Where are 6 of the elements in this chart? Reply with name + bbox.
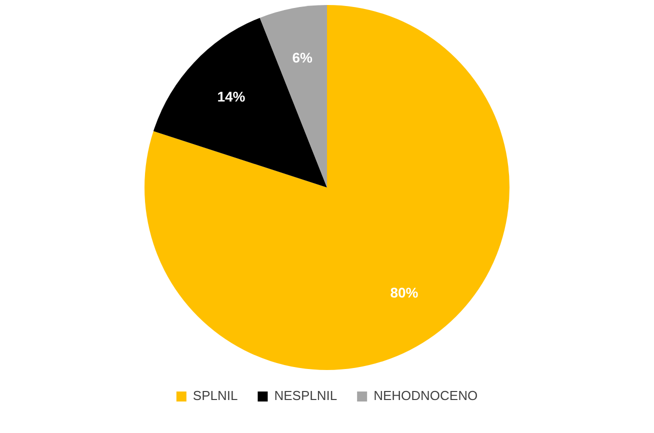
data-label: 6% (292, 49, 314, 66)
data-label: 80% (390, 284, 419, 301)
legend-label: SPLNIL (192, 388, 238, 404)
legend-label: NESPLNIL (274, 388, 338, 404)
data-label: 14% (217, 88, 246, 104)
legend-label: NEHODNOCENO (374, 388, 478, 404)
